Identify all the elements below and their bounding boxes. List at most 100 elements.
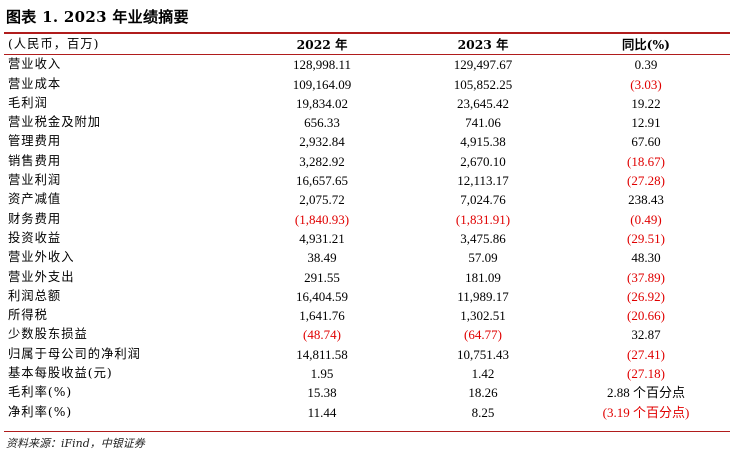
table-row: 所得税 1,641.76 1,302.51 (20.66) (4, 306, 730, 325)
row-label: 管理费用 (8, 134, 62, 149)
table-row: 营业利润 16,657.65 12,113.17 (27.28) (4, 171, 730, 190)
table-row: 销售费用 3,282.92 2,670.10 (18.67) (4, 152, 730, 171)
table-row: 基本每股收益(元) 1.95 1.42 (27.18) (4, 364, 730, 383)
value-yoy: (0.49) (630, 211, 662, 227)
value-2023: (64.77) (464, 327, 502, 343)
table-row: 投资收益 4,931.21 3,475.86 (29.51) (4, 229, 730, 248)
value-2023: 181.09 (465, 269, 501, 285)
value-yoy: 12.91 (631, 115, 661, 131)
value-yoy: (29.51) (627, 230, 665, 246)
value-2023: 1,302.51 (460, 308, 506, 324)
table-row: 营业外支出 291.55 181.09 (37.89) (4, 268, 730, 287)
value-yoy: 32.87 (631, 327, 661, 343)
value-2022: 4,931.21 (299, 230, 345, 246)
value-2022: 128,998.11 (292, 57, 352, 73)
row-label: 净利率(%) (8, 404, 73, 419)
value-yoy: 0.39 (634, 57, 658, 73)
top-divider (4, 32, 730, 34)
value-2022: 2,075.72 (299, 192, 345, 208)
value-2023: 10,751.43 (457, 346, 509, 362)
table-body: 营业收入 128,998.11 129,497.67 0.39 营业成本 109,164.… (4, 55, 730, 422)
value-2023: 129,497.67 (453, 57, 513, 73)
value-2022: 38.49 (307, 250, 337, 266)
row-label: 利润总额 (8, 288, 62, 303)
value-yoy: (37.89) (627, 269, 665, 285)
value-2023: 23,645.42 (457, 95, 509, 111)
value-2022: 11.44 (307, 404, 337, 420)
value-2022: 16,657.65 (296, 173, 348, 189)
value-yoy: (20.66) (627, 308, 665, 324)
value-yoy: 67.60 (631, 134, 661, 150)
row-label: 毛利率(%) (8, 385, 73, 400)
value-yoy: (18.67) (627, 153, 665, 169)
value-2023: 105,852.25 (453, 76, 513, 92)
value-2022: 109,164.09 (292, 76, 352, 92)
value-2022: 14,811.58 (296, 346, 348, 362)
value-2023: (1,831.91) (455, 211, 511, 227)
table-row: 营业税金及附加 656.33 741.06 12.91 (4, 113, 730, 132)
value-2022: 1.95 (310, 366, 334, 382)
value-2022: 656.33 (304, 115, 340, 131)
row-label: 资产减值 (8, 192, 62, 207)
header-yoy: 同比(%) (562, 35, 730, 56)
row-label: 所得税 (8, 308, 48, 323)
row-label: 财务费用 (8, 211, 62, 226)
table-row: 营业成本 109,164.09 105,852.25 (3.03) (4, 75, 730, 94)
value-2022: 1,641.76 (299, 308, 345, 324)
row-label: 营业收入 (8, 57, 62, 72)
source-note: 资料来源：iFind，中银证券 (6, 437, 145, 450)
header-2023: 2023 年 (404, 35, 562, 56)
value-yoy: 238.43 (628, 192, 664, 208)
table-row: 净利率(%) 11.44 8.25 (3.19 个百分点) (4, 403, 730, 422)
value-yoy: 2.88 个百分点 (606, 385, 685, 401)
table-row: 归属于母公司的净利润 14,811.58 10,751.43 (27.41) (4, 345, 730, 364)
value-2022: 2,932.84 (299, 134, 345, 150)
value-2023: 11,989.17 (457, 288, 509, 304)
row-label: 营业外支出 (8, 269, 75, 284)
header-2022: 2022 年 (240, 35, 404, 56)
value-2023: 3,475.86 (460, 230, 506, 246)
row-label: 营业外收入 (8, 250, 75, 265)
row-label: 归属于母公司的净利润 (8, 346, 141, 361)
table-row: 少数股东损益 (48.74) (64.77) 32.87 (4, 325, 730, 344)
row-label: 销售费用 (8, 153, 62, 168)
row-label: 投资收益 (8, 230, 62, 245)
value-yoy: (27.41) (627, 346, 665, 362)
financial-summary-table: (人民币，百万) 2022 年 2023 年 同比(%) 营业收入 128,998… (4, 35, 730, 422)
value-2023: 18.26 (468, 385, 498, 401)
row-label: 营业利润 (8, 173, 62, 188)
row-label: 少数股东损益 (8, 327, 88, 342)
value-yoy: (26.92) (627, 288, 665, 304)
value-yoy: 48.30 (631, 250, 661, 266)
value-2023: 57.09 (468, 250, 498, 266)
table-row: 管理费用 2,932.84 4,915.38 67.60 (4, 132, 730, 151)
value-2022: 291.55 (304, 269, 340, 285)
bottom-divider (4, 431, 730, 432)
value-2023: 12,113.17 (457, 173, 509, 189)
value-2023: 4,915.38 (460, 134, 506, 150)
table-header-row: (人民币，百万) 2022 年 2023 年 同比(%) (4, 35, 730, 56)
value-2023: 2,670.10 (460, 153, 506, 169)
table-row: 毛利润 19,834.02 23,645.42 19.22 (4, 94, 730, 113)
row-label: 基本每股收益(元) (8, 366, 113, 381)
value-yoy: (27.28) (627, 173, 665, 189)
value-yoy: 19.22 (631, 95, 661, 111)
value-yoy: (3.03) (630, 76, 662, 92)
value-2023: 741.06 (465, 115, 501, 131)
value-2023: 1.42 (471, 366, 495, 382)
value-yoy: (3.19 个百分点) (602, 404, 690, 420)
value-2022: (48.74) (303, 327, 341, 343)
table-row: 财务费用 (1,840.93) (1,831.91) (0.49) (4, 210, 730, 229)
table-row: 利润总额 16,404.59 11,989.17 (26.92) (4, 287, 730, 306)
table-row: 营业收入 128,998.11 129,497.67 0.39 (4, 55, 730, 75)
row-label: 营业成本 (8, 76, 62, 91)
header-unit: (人民币，百万) (4, 35, 240, 56)
report-title: 图表 1. 2023 年业绩摘要 (6, 8, 189, 26)
value-yoy: (27.18) (627, 366, 665, 382)
value-2022: (1,840.93) (294, 211, 350, 227)
table-row: 营业外收入 38.49 57.09 48.30 (4, 248, 730, 267)
row-label: 毛利润 (8, 95, 48, 110)
row-label: 营业税金及附加 (8, 115, 102, 130)
value-2023: 7,024.76 (460, 192, 506, 208)
value-2023: 8.25 (471, 404, 495, 420)
